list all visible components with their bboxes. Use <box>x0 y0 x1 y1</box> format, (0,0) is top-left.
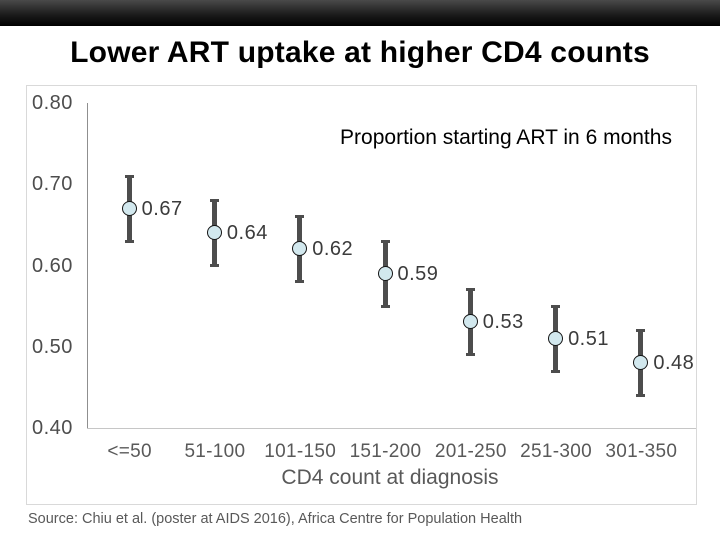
x-tick-label: <=50 <box>107 441 152 462</box>
source-note: Source: Chiu et al. (poster at AIDS 2016… <box>28 511 523 527</box>
data-point-marker <box>121 200 137 216</box>
data-point-value-label: 0.53 <box>482 311 524 334</box>
error-bar-top-cap <box>551 304 561 308</box>
error-bar-bottom-cap <box>551 369 561 373</box>
x-axis-line <box>87 428 696 429</box>
plot-area: Proportion starting ART in 6 months CD4 … <box>27 86 696 504</box>
error-bar-top-cap <box>636 329 646 332</box>
error-bar-bottom-cap <box>380 304 390 308</box>
data-point-marker <box>462 314 478 330</box>
data-point-value-label: 0.64 <box>226 222 268 244</box>
x-tick-label: 51-100 <box>184 441 246 462</box>
data-point-marker <box>633 355 649 370</box>
x-tick-label: 151-200 <box>349 441 422 462</box>
error-bar-top-cap <box>124 174 134 178</box>
top-bar <box>0 0 720 26</box>
y-tick-label: 0.70 <box>32 173 73 196</box>
y-tick-label: 0.40 <box>32 417 73 439</box>
y-axis-line <box>87 103 88 428</box>
x-tick-label: 201-250 <box>434 441 507 462</box>
y-tick-label: 0.80 <box>32 92 73 114</box>
error-bar-top-cap <box>295 215 305 219</box>
data-point-value-label: 0.67 <box>141 197 183 220</box>
x-tick-label: 101-150 <box>264 441 337 462</box>
error-bar-bottom-cap <box>209 264 219 267</box>
error-bar-top-cap <box>209 199 219 202</box>
x-axis-title: CD4 count at diagnosis <box>281 466 499 489</box>
data-point-marker <box>206 225 222 240</box>
data-point-value-label: 0.59 <box>397 262 439 285</box>
data-point-value-label: 0.62 <box>312 238 354 261</box>
data-point-value-label: 0.48 <box>653 352 695 374</box>
x-tick-label: 301-350 <box>605 441 678 462</box>
error-bar-bottom-cap <box>124 239 134 243</box>
data-point-value-label: 0.51 <box>568 327 609 350</box>
error-bar-top-cap <box>465 288 475 292</box>
error-bar-bottom-cap <box>636 394 646 397</box>
data-point-marker <box>377 265 393 281</box>
slide-title: Lower ART uptake at higher CD4 counts <box>70 36 650 69</box>
x-tick-label: 251-300 <box>520 441 592 462</box>
error-bar-top-cap <box>380 239 390 243</box>
data-point-marker <box>292 241 308 257</box>
error-bar-bottom-cap <box>295 280 305 284</box>
y-tick-label: 0.50 <box>32 335 73 358</box>
data-point-marker <box>548 330 564 346</box>
error-bar-bottom-cap <box>465 353 475 357</box>
chart-annotation: Proportion starting ART in 6 months <box>340 126 672 149</box>
chart-frame: Proportion starting ART in 6 months CD4 … <box>26 85 697 505</box>
y-tick-label: 0.60 <box>32 254 73 277</box>
